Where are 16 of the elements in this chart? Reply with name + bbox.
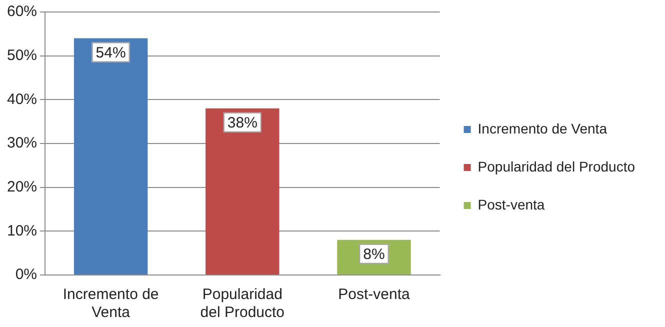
legend-label: Incremento de Venta xyxy=(478,120,608,136)
x-tick-label: Post-venta xyxy=(338,286,410,304)
y-tick-label: 0% xyxy=(15,266,38,284)
y-tick-label: 20% xyxy=(6,178,38,196)
data-label: 8% xyxy=(363,246,385,264)
x-tick-label: Popularidad del Producto xyxy=(200,286,285,322)
x-tick-label: Incremento de Venta xyxy=(62,286,159,322)
data-label: 54% xyxy=(96,44,126,62)
legend-label: Post-venta xyxy=(478,196,545,212)
y-tick-label: 40% xyxy=(6,90,38,108)
y-tick-label: 10% xyxy=(6,222,38,240)
y-tick-label: 30% xyxy=(6,134,38,152)
data-label: 38% xyxy=(227,114,258,132)
y-tick-label: 50% xyxy=(6,46,38,64)
y-tick-label: 60% xyxy=(6,3,38,20)
legend-label: Popularidad del Producto xyxy=(478,158,636,174)
